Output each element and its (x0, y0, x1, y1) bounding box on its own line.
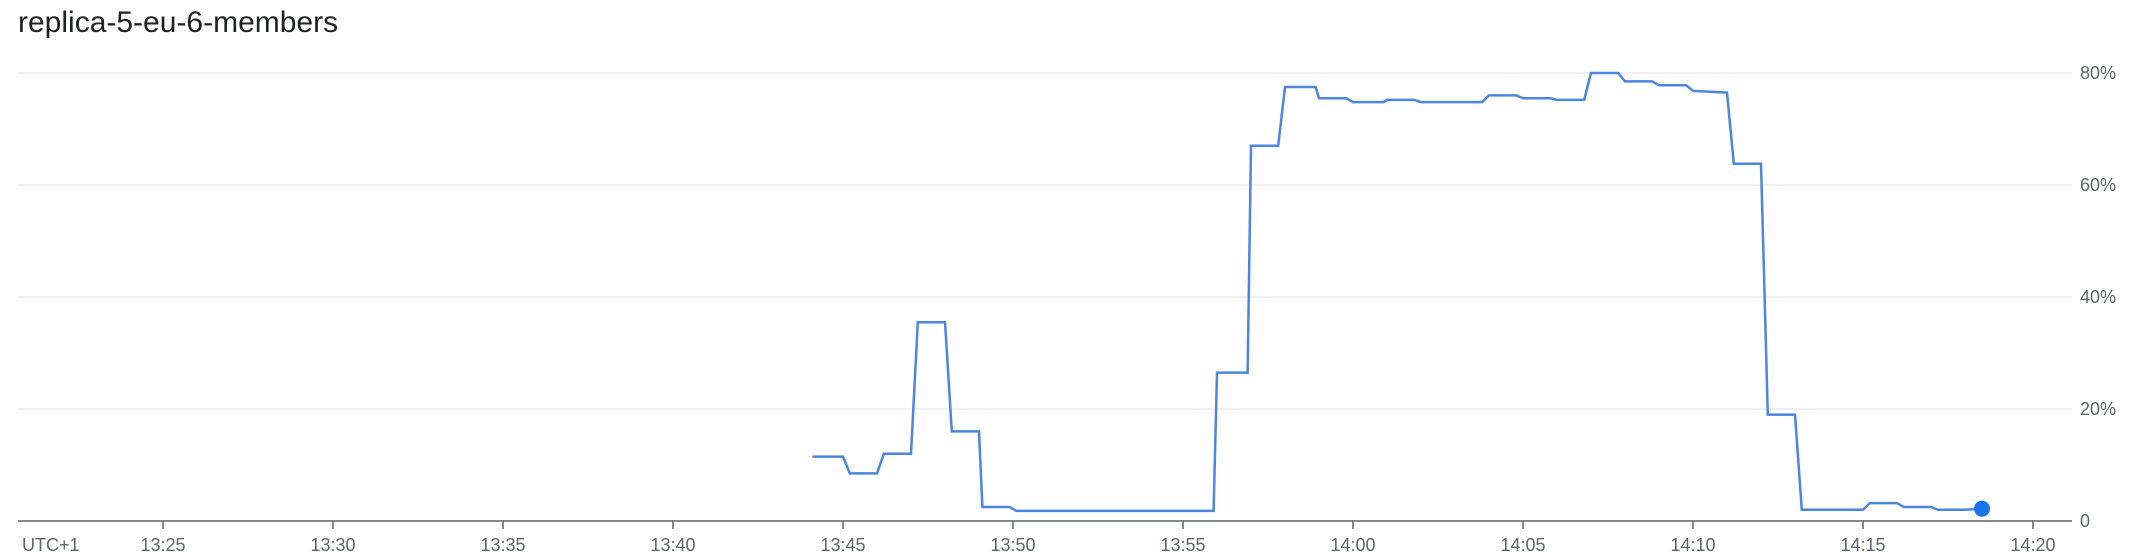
series-line (812, 71, 1983, 513)
y-tick-label: 0 (2080, 511, 2090, 531)
x-tick-label: 14:10 (1670, 535, 1715, 552)
x-tick-label: 13:55 (1160, 535, 1205, 552)
last-point-marker (1974, 500, 1990, 517)
y-tick-label: 80% (2080, 63, 2116, 83)
x-tick-label: 13:30 (310, 535, 355, 552)
x-tick-label: 14:20 (2010, 535, 2055, 552)
x-tick-label: 13:50 (990, 535, 1035, 552)
timezone-label: UTC+1 (22, 535, 80, 552)
x-tick-label: 14:05 (1500, 535, 1545, 552)
x-tick-label: 14:15 (1840, 535, 1885, 552)
x-tick-label: 13:35 (480, 535, 525, 552)
x-tick-label: 13:25 (140, 535, 185, 552)
x-tick-label: 14:00 (1330, 535, 1375, 552)
y-tick-label: 60% (2080, 175, 2116, 195)
chart-title: replica-5-eu-6-members (18, 6, 339, 39)
x-tick-label: 13:40 (650, 535, 695, 552)
y-tick-label: 40% (2080, 287, 2116, 307)
y-tick-label: 20% (2080, 399, 2116, 419)
x-tick-label: 13:45 (820, 535, 865, 552)
